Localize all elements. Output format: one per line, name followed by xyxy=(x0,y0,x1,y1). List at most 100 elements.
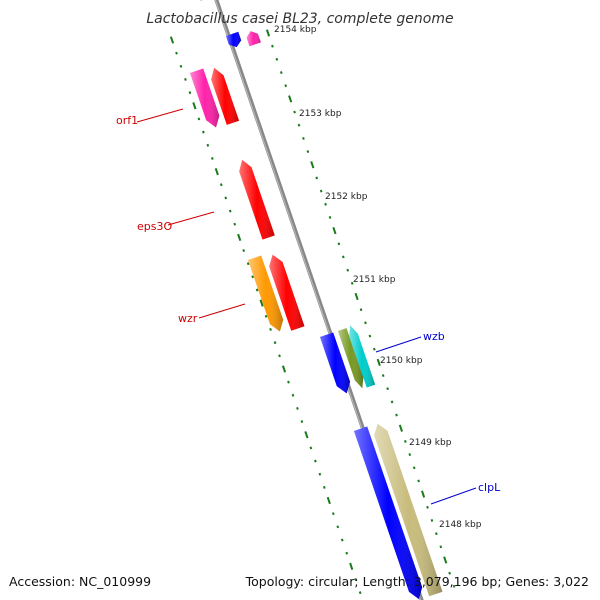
inner-ruler-dash xyxy=(210,156,214,160)
outer-ruler-dash xyxy=(404,439,407,443)
genome-summary-text: Topology: circular; Length: 3,079,196 bp… xyxy=(245,574,589,589)
inner-ruler-dash xyxy=(175,51,178,55)
gene-wzb-shade xyxy=(349,325,376,388)
outer-ruler-dash xyxy=(412,466,416,470)
inner-ruler-dash xyxy=(336,525,340,529)
inner-ruler-dash xyxy=(291,393,295,397)
outer-ruler-dash xyxy=(315,176,319,180)
gene-leader-eps3O xyxy=(167,211,215,226)
outer-ruler-dash xyxy=(324,202,327,206)
gene-olive-wzb-shade xyxy=(338,328,364,389)
inner-ruler-dash xyxy=(242,249,246,252)
gene-clpL-shade xyxy=(374,423,443,597)
gene-top-red-partial-shade xyxy=(200,0,202,1)
tick-label-2150: 2150 kbp xyxy=(380,356,423,366)
outer-ruler-dash xyxy=(390,400,394,404)
inner-ruler-dash xyxy=(273,341,277,345)
map-title: Lactobacillus casei BL23, complete genom… xyxy=(146,11,453,27)
outer-ruler-dash xyxy=(435,532,438,536)
outer-ruler-dash xyxy=(350,281,354,285)
inner-ruler-dash xyxy=(264,314,268,318)
outer-ruler-dash xyxy=(310,161,315,169)
outer-ruler-dash xyxy=(452,584,456,588)
outer-ruler-dash xyxy=(408,453,412,457)
outer-ruler-dash xyxy=(332,226,337,235)
inner-ruler-dash xyxy=(169,36,175,44)
inner-ruler-dash xyxy=(219,183,223,187)
inner-ruler-dash xyxy=(287,380,290,384)
tick-label-2152: 2152 kbp xyxy=(325,192,368,202)
tick-label-2149: 2149 kbp xyxy=(409,438,452,448)
accession-text: Accession: NC_010999 xyxy=(9,574,151,589)
gene-pink-near-orf1-shade xyxy=(190,68,220,128)
gene-blue-near-wzb-shade xyxy=(320,332,351,394)
gene-label-orf1[interactable]: orf1 xyxy=(116,114,138,127)
outer-ruler-dash xyxy=(306,150,310,154)
outer-tick-ruler xyxy=(265,29,456,588)
gene-features xyxy=(188,0,443,600)
outer-ruler-dash xyxy=(430,519,434,522)
inner-ruler-dash xyxy=(237,233,242,242)
inner-ruler-dash xyxy=(246,262,250,266)
inner-ruler-dash xyxy=(269,328,272,331)
inner-ruler-dash xyxy=(184,78,187,81)
gene-orange-wzr-shade xyxy=(248,255,284,332)
outer-ruler-dash xyxy=(297,123,301,127)
outer-ruler-dash xyxy=(337,242,341,246)
gene-label-clpL[interactable]: clpL xyxy=(478,481,501,494)
inner-ruler-dash xyxy=(354,578,358,581)
gene-label-eps3O[interactable]: eps3O xyxy=(137,220,172,233)
gene-leader-clpL xyxy=(430,487,477,505)
tick-label-2153: 2153 kbp xyxy=(299,109,342,119)
outer-ruler-dash xyxy=(293,110,296,114)
outer-ruler-dash xyxy=(284,84,288,88)
gene-orf1-shade xyxy=(211,67,240,125)
inner-ruler-dash xyxy=(300,420,304,424)
inner-ruler-dash xyxy=(228,209,232,213)
inner-ruler-dash xyxy=(281,365,287,373)
inner-ruler-dash xyxy=(251,275,254,279)
inner-ruler-dash xyxy=(296,406,299,410)
inner-ruler-dash xyxy=(192,102,197,110)
outer-ruler-dash xyxy=(395,413,398,417)
inner-ruler-dash xyxy=(322,485,326,489)
inner-ruler-dash xyxy=(318,472,322,476)
outer-ruler-dash xyxy=(288,95,293,103)
tick-label-2154: 2154 kbp xyxy=(274,25,317,35)
outer-ruler-dash xyxy=(275,57,279,61)
gene-top-blue-small-shade xyxy=(226,31,242,48)
gene-label-wzr[interactable]: wzr xyxy=(178,312,198,325)
inner-ruler-dash xyxy=(202,130,205,134)
gene-leader-wzr xyxy=(198,303,246,319)
outer-ruler-dash xyxy=(443,556,448,564)
outer-ruler-dash xyxy=(426,505,429,509)
outer-ruler-dash xyxy=(279,71,283,74)
inner-ruler-dash xyxy=(349,562,354,570)
inner-ruler-dash xyxy=(278,354,281,358)
outer-ruler-dash xyxy=(341,255,345,259)
outer-ruler-dash xyxy=(319,189,323,193)
inner-ruler-dash xyxy=(206,143,210,147)
outer-ruler-dash xyxy=(421,490,426,498)
gene-top-red-partial[interactable] xyxy=(188,0,204,1)
gene-eps3O-shade xyxy=(239,159,275,240)
inner-ruler-dash xyxy=(224,196,228,200)
outer-ruler-dash xyxy=(386,387,389,391)
outer-ruler-dash xyxy=(302,136,305,140)
inner-ruler-dash xyxy=(197,117,201,121)
outer-ruler-dash xyxy=(373,347,376,351)
inner-ruler-dash xyxy=(179,64,183,68)
inner-ruler-dash xyxy=(233,222,237,226)
outer-ruler-dash xyxy=(346,268,350,272)
outer-ruler-dash xyxy=(354,292,359,301)
gene-top-pink-small-shade xyxy=(246,31,261,47)
tick-label-2148: 2148 kbp xyxy=(439,520,482,530)
outer-ruler-dash xyxy=(376,358,381,367)
gene-label-wzb[interactable]: wzb xyxy=(423,330,445,343)
inner-ruler-dash xyxy=(345,551,349,555)
inner-tick-ruler xyxy=(169,36,362,595)
outer-ruler-dash xyxy=(448,571,451,575)
gene-leader-wzb xyxy=(375,336,422,353)
gene-leader-orf1 xyxy=(136,108,184,123)
